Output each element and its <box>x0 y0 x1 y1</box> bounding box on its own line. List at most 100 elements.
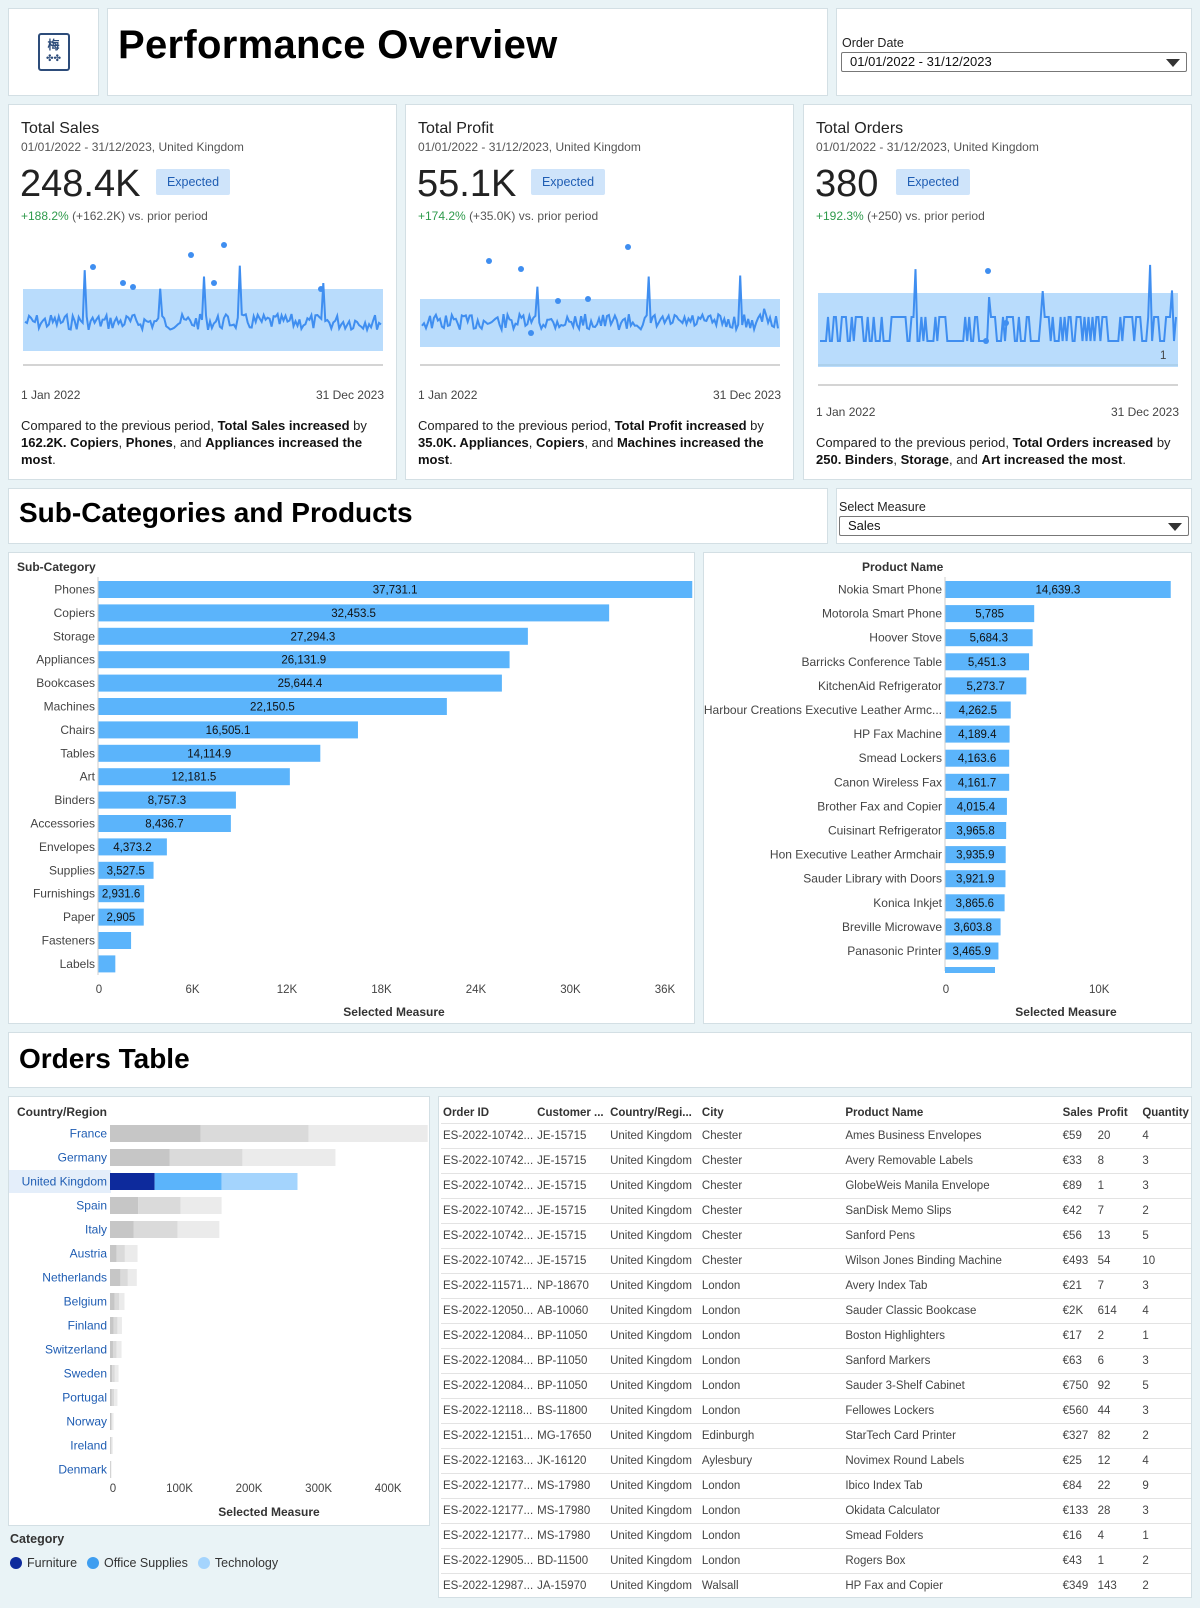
table-row[interactable]: ES-2022-12050... AB-10060 United Kingdom Lo… <box>441 1297 1191 1323</box>
bar[interactable] <box>945 870 1006 888</box>
legend-item[interactable]: Office Supplies <box>87 1556 188 1570</box>
measure-dropdown[interactable]: Sales <box>839 516 1189 536</box>
bar[interactable] <box>945 701 1011 719</box>
bar[interactable] <box>98 838 167 856</box>
table-row[interactable]: ES-2022-10742... JE-15715 United Kingdom Ch… <box>441 1197 1191 1223</box>
stacked-bar-segment[interactable] <box>114 1389 118 1406</box>
table-row[interactable]: ES-2022-12177... MS-17980 United Kingdom Lo… <box>441 1522 1191 1548</box>
country-label[interactable]: Denmark <box>58 1463 108 1477</box>
table-row[interactable]: ES-2022-12084... BP-11050 United Kingdom Lo… <box>441 1372 1191 1398</box>
stacked-bar-segment[interactable] <box>221 1173 298 1190</box>
stacked-bar-segment[interactable] <box>111 1437 113 1454</box>
country-label[interactable]: France <box>70 1127 108 1141</box>
bar[interactable] <box>945 605 1035 623</box>
stacked-bar-segment[interactable] <box>114 1293 120 1310</box>
stacked-bar-segment[interactable] <box>117 1317 122 1334</box>
bar[interactable] <box>98 932 132 949</box>
legend-item[interactable]: Technology <box>197 1556 278 1570</box>
stacked-bar-segment[interactable] <box>112 1341 117 1358</box>
country-label[interactable]: Finland <box>68 1319 107 1333</box>
column-header[interactable]: Order ID <box>443 1106 490 1119</box>
table-row[interactable]: ES-2022-12151... MG-17650 United Kingdom Ed… <box>441 1422 1191 1448</box>
stacked-bar-segment[interactable] <box>110 1173 155 1190</box>
table-row[interactable]: ES-2022-12987... JA-15970 United Kingdom Wa… <box>441 1572 1191 1597</box>
bar[interactable] <box>945 822 1007 839</box>
bar[interactable] <box>98 627 528 645</box>
stacked-bar-segment[interactable] <box>133 1221 178 1238</box>
country-label[interactable]: Italy <box>85 1223 107 1237</box>
stacked-bar-segment[interactable] <box>112 1413 114 1430</box>
table-row[interactable]: ES-2022-10742... JE-15715 United Kingdom Ch… <box>441 1122 1191 1148</box>
stacked-bar-segment[interactable] <box>110 1269 121 1286</box>
bar[interactable] <box>945 797 1007 815</box>
table-row[interactable]: ES-2022-12118... BS-11800 United Kingdom Lo… <box>441 1397 1191 1423</box>
column-header[interactable]: Profit <box>1097 1106 1128 1119</box>
country-label[interactable]: Ireland <box>70 1439 107 1453</box>
stacked-bar-segment[interactable] <box>110 1317 114 1334</box>
stacked-bar-segment[interactable] <box>116 1341 122 1358</box>
stacked-bar-segment[interactable] <box>308 1125 428 1142</box>
stacked-bar-segment[interactable] <box>112 1365 115 1382</box>
stacked-bar-segment[interactable] <box>177 1221 220 1238</box>
country-label[interactable]: Portugal <box>62 1391 107 1405</box>
stacked-bar-segment[interactable] <box>110 1221 134 1238</box>
stacked-bar-segment[interactable] <box>138 1197 181 1214</box>
column-header[interactable]: Country/Regi... <box>610 1106 692 1119</box>
bar[interactable] <box>945 846 1006 864</box>
bar[interactable] <box>98 908 144 926</box>
stacked-bar-segment[interactable] <box>110 1341 113 1358</box>
column-header[interactable]: Quantity <box>1142 1106 1189 1119</box>
bar[interactable] <box>98 861 154 879</box>
table-row[interactable]: ES-2022-11571... NP-18670 United Kingdom Lo… <box>441 1272 1191 1298</box>
stacked-bar-segment[interactable] <box>110 1413 112 1430</box>
bar[interactable] <box>945 677 1027 695</box>
stacked-bar-segment[interactable] <box>111 1389 115 1406</box>
bar[interactable] <box>98 698 447 715</box>
table-row[interactable]: ES-2022-12177... MS-17980 United Kingdom Lo… <box>441 1472 1191 1498</box>
stacked-bar-segment[interactable] <box>127 1269 137 1286</box>
bar[interactable] <box>98 674 502 692</box>
bar[interactable] <box>98 744 321 762</box>
bar[interactable] <box>945 629 1033 647</box>
table-row[interactable]: ES-2022-10742... JE-15715 United Kingdom Ch… <box>441 1147 1191 1173</box>
table-row[interactable]: ES-2022-12905... BD-11500 United Kingdom Lo… <box>441 1547 1191 1573</box>
stacked-bar-segment[interactable] <box>110 1365 113 1382</box>
expected-badge[interactable]: Expected <box>156 169 230 195</box>
bar[interactable] <box>98 815 231 832</box>
stacked-bar-segment[interactable] <box>154 1173 222 1190</box>
bar[interactable] <box>945 773 1010 791</box>
country-label[interactable]: Switzerland <box>45 1343 107 1357</box>
stacked-bar-segment[interactable] <box>110 1437 112 1454</box>
stacked-bar-segment[interactable] <box>114 1365 119 1382</box>
table-row[interactable]: ES-2022-10742... JE-15715 United Kingdom Ch… <box>441 1247 1191 1273</box>
table-row[interactable]: ES-2022-12163... JK-16120 United Kingdom Ay… <box>441 1447 1191 1473</box>
stacked-bar-segment[interactable] <box>110 1293 115 1310</box>
table-row[interactable]: ES-2022-12084... BP-11050 United Kingdom Lo… <box>441 1347 1191 1373</box>
country-label[interactable]: Austria <box>70 1247 108 1261</box>
country-label[interactable]: Netherlands <box>42 1271 107 1285</box>
country-label[interactable]: United Kingdom <box>22 1175 107 1189</box>
bar[interactable] <box>945 749 1010 767</box>
stacked-bar-segment[interactable] <box>180 1197 222 1214</box>
bar[interactable] <box>98 581 693 598</box>
stacked-bar-segment[interactable] <box>110 1125 201 1142</box>
bar[interactable] <box>98 721 358 739</box>
column-header[interactable]: Sales <box>1062 1106 1093 1119</box>
stacked-bar-segment[interactable] <box>119 1293 125 1310</box>
bar[interactable] <box>945 653 1030 671</box>
stacked-bar-segment[interactable] <box>110 1149 170 1166</box>
country-label[interactable]: Spain <box>76 1199 107 1213</box>
country-label[interactable]: Belgium <box>64 1295 107 1309</box>
bar[interactable] <box>945 725 1010 743</box>
bar[interactable] <box>945 581 1171 598</box>
bar[interactable] <box>945 942 999 960</box>
country-label[interactable]: Germany <box>58 1151 107 1165</box>
stacked-bar-segment[interactable] <box>111 1413 113 1430</box>
bar[interactable] <box>98 651 510 669</box>
table-row[interactable]: ES-2022-12177... MS-17980 United Kingdom Lo… <box>441 1497 1191 1523</box>
stacked-bar-segment[interactable] <box>169 1149 243 1166</box>
stacked-bar-segment[interactable] <box>200 1125 309 1142</box>
stacked-bar-segment[interactable] <box>110 1197 139 1214</box>
stacked-bar-segment[interactable] <box>124 1245 138 1262</box>
column-header[interactable]: City <box>701 1106 724 1119</box>
